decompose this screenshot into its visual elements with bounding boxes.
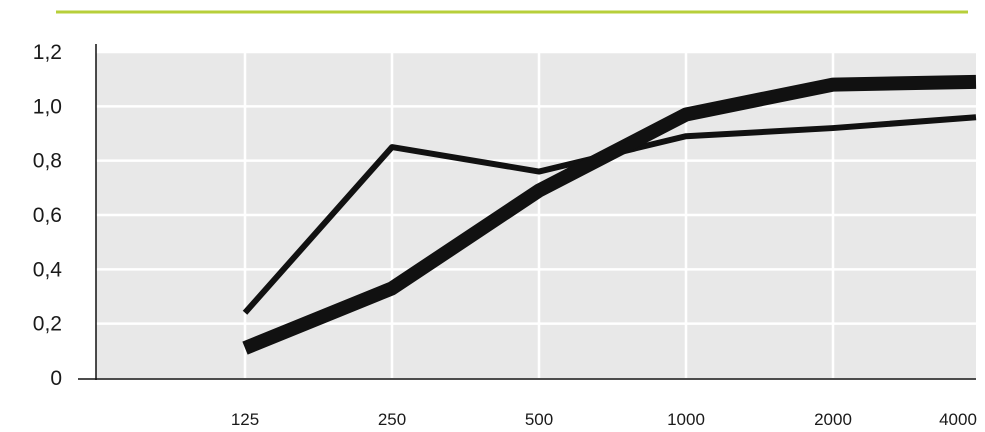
y-tick-label: 0,2	[33, 313, 62, 336]
x-axis-ticks: 125 250 500 1000 2000 4000	[231, 410, 977, 429]
gridlines	[96, 50, 976, 378]
y-axis-ticks: 0 0,2 0,4 0,6 0,8 1,0 1,2	[33, 41, 63, 390]
y-tick-label: 1,2	[33, 41, 62, 64]
x-tick-label: 1000	[667, 410, 705, 429]
y-tick-label: 0,8	[33, 150, 62, 173]
x-tick-label: 2000	[814, 410, 852, 429]
x-tick-label: 500	[525, 410, 553, 429]
x-tick-label: 4000	[939, 410, 977, 429]
axes	[78, 44, 976, 380]
y-tick-label: 0	[50, 367, 62, 390]
y-tick-label: 1,0	[33, 95, 62, 118]
series-line-thick	[242, 74, 977, 355]
y-tick-label: 0,6	[33, 204, 62, 227]
x-tick-label: 125	[231, 410, 259, 429]
x-tick-label: 250	[378, 410, 406, 429]
y-tick-label: 0,4	[33, 258, 63, 281]
series-layer	[242, 74, 977, 355]
